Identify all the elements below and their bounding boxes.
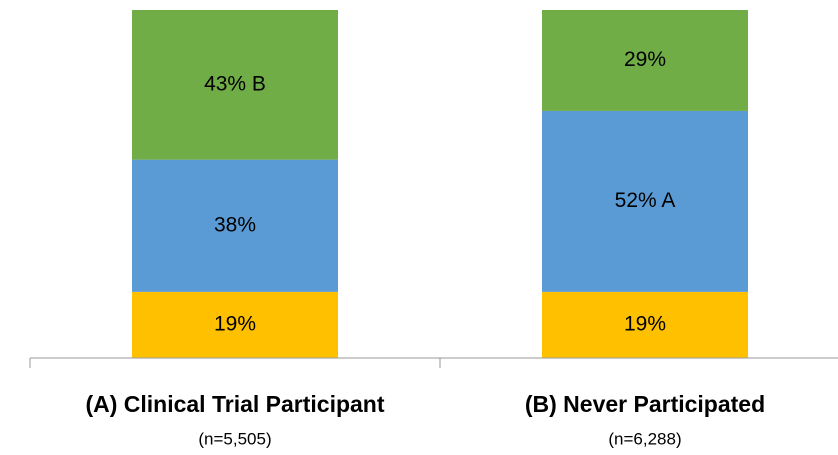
value-label: 19% bbox=[214, 312, 256, 335]
category-label: (A) Clinical Trial Participant bbox=[85, 391, 384, 417]
bar-segment bbox=[132, 159, 338, 292]
value-label: 19% bbox=[624, 312, 666, 335]
bar-segment bbox=[132, 10, 338, 160]
value-label: 29% bbox=[624, 48, 666, 71]
category-label: (B) Never Participated bbox=[525, 391, 765, 417]
bar-segment bbox=[542, 110, 748, 292]
value-label: 43% B bbox=[204, 72, 266, 95]
category-note: (n=5,505) bbox=[198, 429, 271, 448]
bar-segment bbox=[542, 10, 748, 111]
value-label: 38% bbox=[214, 213, 256, 236]
bar-segment bbox=[132, 291, 338, 358]
bar-segment bbox=[542, 291, 748, 358]
category-note: (n=6,288) bbox=[608, 429, 681, 448]
value-label: 52% A bbox=[615, 189, 676, 212]
